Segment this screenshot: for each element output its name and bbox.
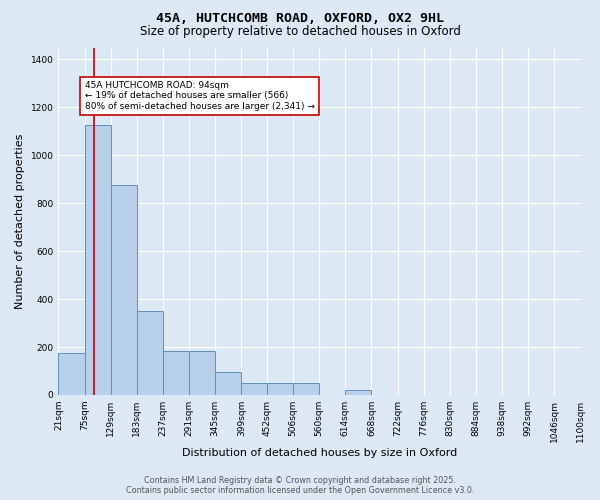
Bar <box>241 383 267 395</box>
Bar <box>215 372 241 395</box>
X-axis label: Distribution of detached houses by size in Oxford: Distribution of detached houses by size … <box>182 448 457 458</box>
Bar <box>137 311 163 395</box>
Bar <box>163 350 189 395</box>
Bar <box>346 390 371 395</box>
Text: 45A HUTCHCOMB ROAD: 94sqm
← 19% of detached houses are smaller (566)
80% of semi: 45A HUTCHCOMB ROAD: 94sqm ← 19% of detac… <box>85 81 314 111</box>
Bar <box>189 350 215 395</box>
Bar <box>85 126 110 395</box>
Text: Size of property relative to detached houses in Oxford: Size of property relative to detached ho… <box>140 25 460 38</box>
Bar <box>58 353 85 395</box>
Text: Contains HM Land Registry data © Crown copyright and database right 2025.
Contai: Contains HM Land Registry data © Crown c… <box>126 476 474 495</box>
Text: 45A, HUTCHCOMB ROAD, OXFORD, OX2 9HL: 45A, HUTCHCOMB ROAD, OXFORD, OX2 9HL <box>156 12 444 26</box>
Bar <box>293 383 319 395</box>
Bar <box>110 186 137 395</box>
Y-axis label: Number of detached properties: Number of detached properties <box>15 134 25 309</box>
Bar <box>267 383 293 395</box>
